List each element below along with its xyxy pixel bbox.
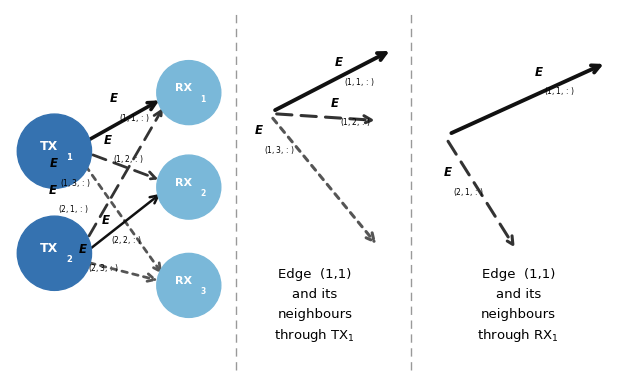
Text: $\boldsymbol{E}$: $\boldsymbol{E}$ [102, 134, 113, 147]
Text: $\boldsymbol{E}$: $\boldsymbol{E}$ [330, 97, 340, 110]
Text: through RX$_1$: through RX$_1$ [477, 327, 559, 344]
Text: 2: 2 [200, 189, 205, 198]
Text: and its: and its [496, 288, 541, 301]
Text: TX: TX [40, 140, 58, 153]
Text: RX: RX [175, 276, 192, 286]
Text: $\boldsymbol{E}$: $\boldsymbol{E}$ [47, 184, 58, 197]
Ellipse shape [157, 253, 221, 318]
Ellipse shape [17, 114, 92, 188]
Text: and its: and its [292, 288, 337, 301]
Text: $(2,2,:)$: $(2,2,:)$ [111, 234, 141, 246]
Text: Edge  (1,1): Edge (1,1) [278, 268, 351, 281]
Text: RX: RX [175, 83, 192, 93]
Ellipse shape [157, 60, 221, 125]
Text: $(1,2,:)$: $(1,2,:)$ [340, 116, 370, 129]
Text: $(1,2,:)$: $(1,2,:)$ [113, 153, 143, 166]
Text: TX: TX [40, 242, 58, 255]
Text: $(2,3,:)$: $(2,3,:)$ [88, 262, 118, 274]
Text: through TX$_1$: through TX$_1$ [275, 327, 355, 344]
Text: $(1,3,:)$: $(1,3,:)$ [264, 144, 294, 156]
Text: neighbours: neighbours [481, 308, 556, 321]
Text: 2: 2 [66, 255, 72, 264]
Text: $\boldsymbol{E}$: $\boldsymbol{E}$ [49, 157, 60, 170]
Text: 1: 1 [66, 153, 72, 162]
Text: $(1,1,:)$: $(1,1,:)$ [119, 112, 149, 124]
Text: $\boldsymbol{E}$: $\boldsymbol{E}$ [254, 124, 264, 137]
Ellipse shape [157, 155, 221, 219]
Text: RX: RX [175, 178, 192, 187]
Text: $\boldsymbol{E}$: $\boldsymbol{E}$ [109, 92, 119, 105]
Text: $(2,1,:)$: $(2,1,:)$ [453, 186, 483, 198]
Text: $(1,1,:)$: $(1,1,:)$ [544, 85, 574, 98]
Text: $(1,1,:)$: $(1,1,:)$ [344, 76, 374, 88]
Text: $\boldsymbol{E}$: $\boldsymbol{E}$ [78, 243, 88, 256]
Text: Edge  (1,1): Edge (1,1) [482, 268, 555, 281]
Text: $\boldsymbol{E}$: $\boldsymbol{E}$ [443, 166, 453, 179]
Text: $(1,3,:)$: $(1,3,:)$ [60, 177, 90, 189]
Text: 1: 1 [200, 94, 205, 104]
Text: $\boldsymbol{E}$: $\boldsymbol{E}$ [100, 214, 111, 227]
Text: neighbours: neighbours [277, 308, 353, 321]
Ellipse shape [17, 216, 92, 290]
Text: $(2,1,:)$: $(2,1,:)$ [58, 203, 88, 215]
Text: 3: 3 [200, 287, 205, 296]
Text: $\boldsymbol{E}$: $\boldsymbol{E}$ [534, 66, 544, 79]
Text: $\boldsymbol{E}$: $\boldsymbol{E}$ [334, 56, 344, 69]
